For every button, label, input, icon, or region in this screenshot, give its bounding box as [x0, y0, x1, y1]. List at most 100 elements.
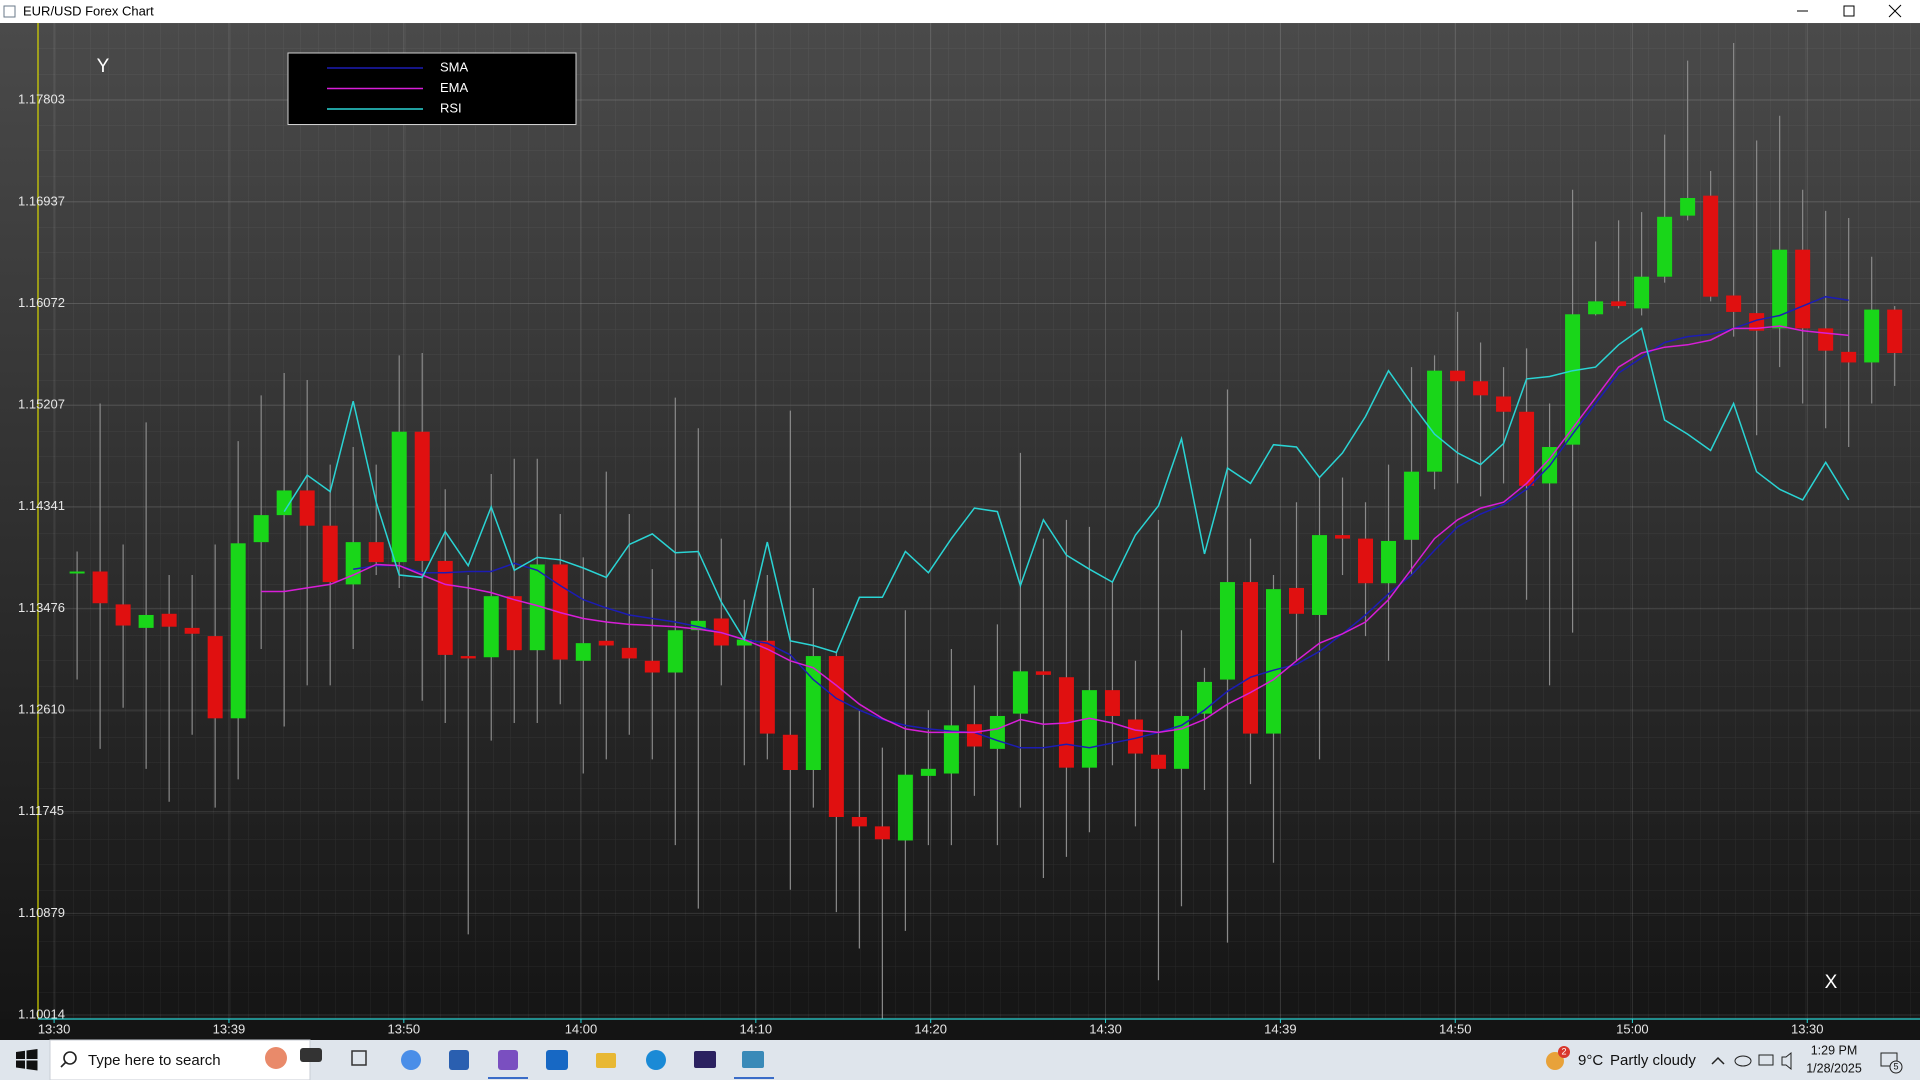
x-tick-label: 14:00	[565, 1021, 598, 1036]
candle-body-down	[1726, 295, 1742, 312]
candle-body-up	[1381, 540, 1397, 584]
start-button[interactable]	[16, 1049, 38, 1071]
candle-body-down	[437, 560, 453, 655]
weather-icon[interactable]	[1546, 1052, 1564, 1070]
candle-body-up	[1565, 314, 1581, 445]
search-placeholder[interactable]: Type here to search	[88, 1052, 221, 1069]
legend-label: EMA	[440, 80, 469, 95]
candle-body-up	[138, 614, 154, 628]
candle-body-down	[1841, 351, 1857, 363]
candle-body-up	[1680, 198, 1696, 216]
legend-label: SMA	[440, 59, 469, 74]
explorer-icon[interactable]	[596, 1053, 616, 1068]
candle-body-down	[207, 636, 223, 719]
edge-icon[interactable]	[646, 1050, 666, 1070]
indicator-line	[283, 327, 1850, 654]
chart-app-icon[interactable]	[742, 1051, 764, 1068]
temperature[interactable]: 9°C	[1578, 1052, 1603, 1069]
grid	[38, 23, 1920, 1023]
volume-icon[interactable]	[1781, 1051, 1792, 1071]
legend-label: RSI	[440, 100, 462, 115]
candle-body-up	[69, 571, 85, 574]
candle-body-down	[1473, 381, 1489, 396]
y-tick-label: 1.16072	[18, 295, 65, 310]
candle-body-down	[644, 660, 660, 673]
title-bar	[0, 0, 1920, 23]
candle-body-up	[667, 630, 683, 673]
candle-body-down	[828, 656, 844, 817]
candle-body-down	[1496, 396, 1512, 412]
y-tick-label: 1.12610	[18, 702, 65, 717]
candle-body-down	[1035, 671, 1051, 675]
candle-body-down	[1150, 754, 1166, 769]
weather-text[interactable]: Partly cloudy	[1610, 1052, 1696, 1069]
candle-body-up	[1265, 589, 1281, 734]
candle-body-down	[322, 525, 338, 583]
powershell-icon[interactable]	[449, 1050, 469, 1070]
candle-body-up	[1864, 309, 1880, 363]
legend: SMA EMA RSI	[287, 52, 577, 125]
candle-body-up	[1312, 535, 1328, 615]
candle-body-down	[598, 640, 614, 646]
candle-body-down	[621, 647, 637, 659]
candle-body-up	[1657, 216, 1673, 277]
y-tick-label: 1.13476	[18, 600, 65, 615]
candle-body-down	[1703, 195, 1719, 297]
candle-body-up	[1427, 370, 1443, 472]
candle-body-down	[1127, 719, 1143, 754]
candle-body-up	[345, 542, 361, 585]
weather-alerts: 2	[1561, 1046, 1566, 1056]
candle-body-up	[529, 564, 545, 651]
candle-body-down	[851, 816, 867, 827]
candle-body-down	[1749, 313, 1765, 331]
tray-chevron[interactable]	[1711, 1056, 1725, 1065]
candle-body-up	[1634, 276, 1650, 309]
network-icon[interactable]	[1758, 1054, 1774, 1066]
candle-body-up	[1588, 301, 1604, 315]
x-axis-band	[0, 1019, 1920, 1040]
candle-body-down	[1795, 249, 1811, 329]
candle-body-down	[115, 604, 131, 626]
x-tick-label: 13:39	[213, 1021, 246, 1036]
candle-body-up	[1196, 681, 1212, 714]
candle-body-down	[782, 734, 798, 770]
y-axis-label: Y	[97, 56, 110, 77]
y-tick-label: 1.16937	[18, 193, 65, 208]
candle-body-down	[874, 826, 890, 840]
candle-body-down	[1358, 538, 1374, 584]
tick-labels: 1.10014 1.10879 1.11745 1.12610 1.13476 1.143…	[18, 92, 1824, 1037]
candle-body-down	[1611, 301, 1627, 307]
weather-badge	[1558, 1046, 1570, 1058]
candle-body-up	[943, 725, 959, 774]
candle-body-down	[1289, 587, 1305, 614]
candle-body-down	[161, 613, 177, 627]
candle-body-up	[1012, 671, 1028, 714]
search-icon	[63, 1051, 77, 1065]
candle-body-down	[966, 724, 982, 747]
task-view[interactable]	[351, 1050, 367, 1066]
candle-body-up	[1772, 249, 1788, 329]
visual-studio-icon[interactable]	[498, 1050, 518, 1070]
candle-body-up	[1219, 582, 1235, 680]
terminal-icon[interactable]	[694, 1051, 716, 1068]
notification-icon[interactable]	[1880, 1052, 1898, 1067]
onedrive-icon[interactable]	[1734, 1055, 1752, 1067]
clock-time[interactable]: 1:29 PM	[1811, 1043, 1858, 1057]
candle-body-down	[1335, 535, 1351, 539]
copilot-icon[interactable]	[401, 1050, 421, 1070]
clock-date[interactable]: 1/28/2025	[1806, 1061, 1862, 1075]
x-tick-label: 13:50	[388, 1021, 421, 1036]
candle-body-up	[920, 768, 936, 776]
restore-button[interactable]	[1843, 5, 1855, 17]
y-tick-label: 1.15207	[18, 397, 65, 412]
close-button[interactable]	[1888, 4, 1902, 18]
x-tick-label: 13:30	[1791, 1021, 1824, 1036]
candle-body-up	[575, 643, 591, 661]
x-tick-label: 14:20	[914, 1021, 947, 1036]
outlook-icon[interactable]	[546, 1050, 568, 1070]
candle-body-down	[184, 627, 200, 634]
candle-body-down	[759, 640, 775, 734]
candle-body-up	[253, 515, 269, 543]
